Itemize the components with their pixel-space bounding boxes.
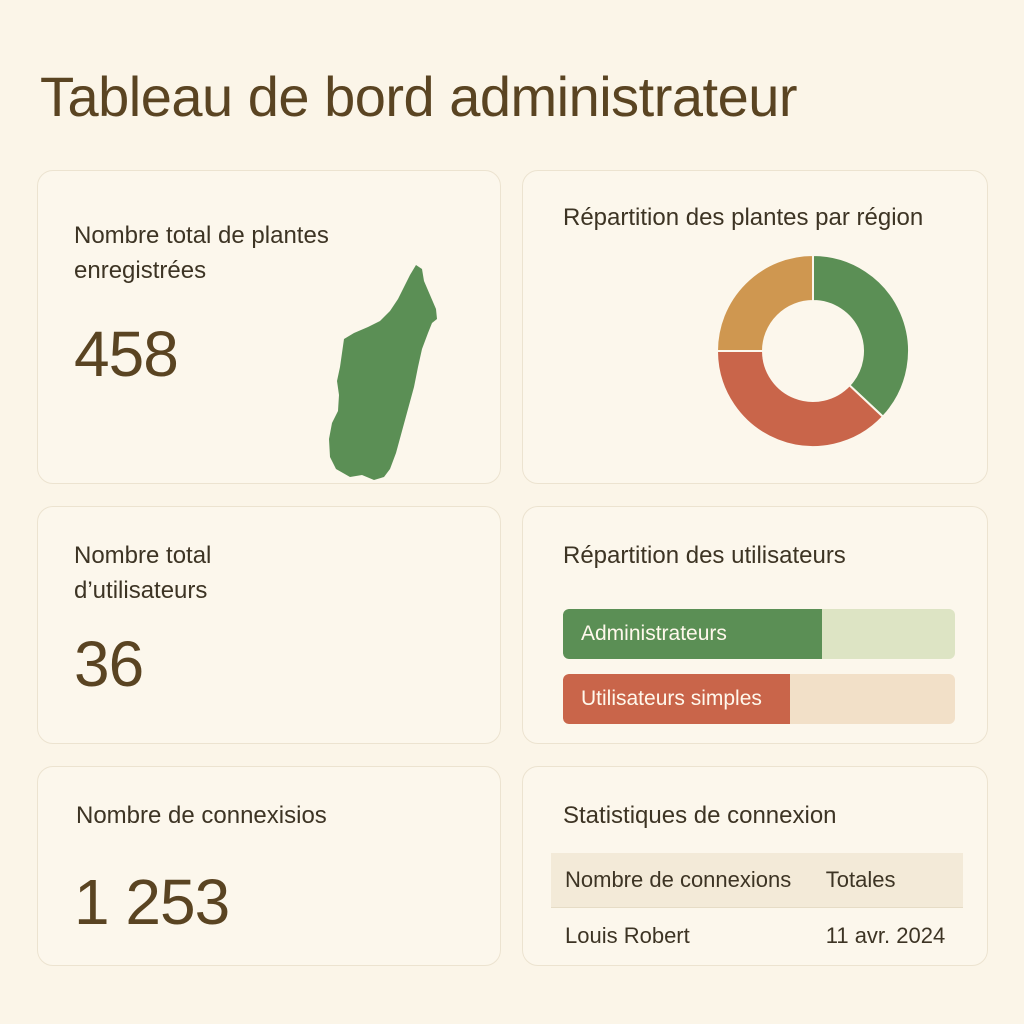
- login-stats-title: Statistiques de connexion: [563, 802, 837, 829]
- user-distribution-card: Répartition des utilisateurs Administrat…: [522, 506, 988, 744]
- table-cell-user: Louis Robert: [565, 923, 690, 948]
- donut-slice-0: [812, 253, 910, 419]
- region-donut-chart: [715, 253, 910, 448]
- table-row[interactable]: Louis Robert 11 avr. 2024: [551, 908, 963, 965]
- table-header-cell: Nombre de connexions: [551, 853, 812, 908]
- simple-users-bar-fill: [563, 674, 791, 724]
- table-cell-date: 11 avr. 2024: [825, 923, 946, 948]
- admins-bar-label: Administrateurs: [581, 622, 727, 645]
- login-stats-card: Statistiques de connexion Nombre de conn…: [522, 766, 988, 966]
- region-chart-title: Répartition des plantes par région: [563, 204, 924, 231]
- table-header-cell: Totales: [811, 853, 963, 908]
- simple-users-bar-label: Utilisateurs simples: [581, 687, 762, 710]
- users-count-value: 36: [74, 628, 144, 700]
- admins-bar: Administrateurs: [563, 609, 955, 659]
- madagascar-map-icon: [329, 265, 437, 480]
- donut-slice-1: [715, 350, 885, 448]
- plants-count-card: Nombre total de plantes enregistrées 458: [37, 170, 501, 484]
- table-header-row: Nombre de connexions Totales: [551, 853, 963, 908]
- simple-users-bar: Utilisateurs simples: [563, 674, 955, 724]
- donut-slice-2: [715, 253, 814, 352]
- logins-count-label: Nombre de connexisios: [76, 802, 327, 829]
- user-distribution-title: Répartition des utilisateurs: [563, 542, 846, 569]
- admins-bar-fill: [563, 609, 822, 659]
- logins-count-value: 1 253: [74, 866, 230, 938]
- plants-count-label: Nombre total de plantes enregistrées: [74, 222, 329, 284]
- logins-count-card: Nombre de connexisios 1 253: [37, 766, 501, 966]
- login-stats-table: Nombre de connexions Totales Louis Rober…: [551, 853, 963, 964]
- users-count-label: Nombre total d’utilisateurs: [74, 542, 212, 604]
- region-distribution-card: Répartition des plantes par région: [522, 170, 988, 484]
- page-title: Tableau de bord administrateur: [40, 65, 798, 128]
- users-count-card: Nombre total d’utilisateurs 36: [37, 506, 501, 744]
- plants-count-value: 458: [74, 318, 179, 390]
